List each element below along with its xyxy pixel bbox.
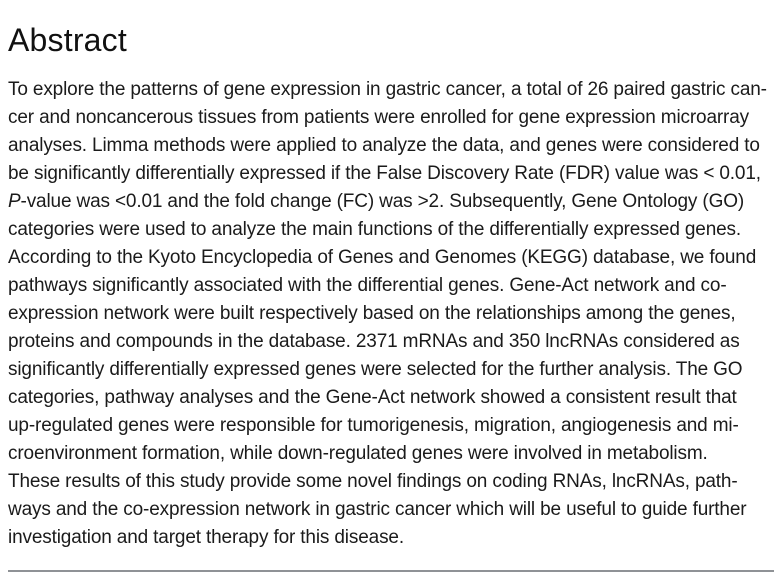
abstract-line: According to the Kyoto Encyclopedia of G… bbox=[8, 247, 757, 268]
abstract-line: croenvironment formation, while down-reg… bbox=[8, 443, 708, 464]
abstract-line: pathways significantly associated with t… bbox=[8, 275, 727, 296]
abstract-line: analyses. Limma methods were applied to … bbox=[8, 135, 760, 156]
abstract-line: up-regulated genes were responsible for … bbox=[8, 415, 739, 436]
abstract-line: be significantly differentially expresse… bbox=[8, 163, 761, 184]
abstract-line-p-value: P-value was <0.01 and the fold change (F… bbox=[8, 188, 774, 216]
section-divider bbox=[8, 570, 774, 572]
abstract-line: To explore the patterns of gene expressi… bbox=[8, 79, 767, 100]
abstract-line: investigation and target therapy for thi… bbox=[8, 527, 404, 548]
section-title: Abstract bbox=[8, 22, 127, 58]
abstract-line: These results of this study provide some… bbox=[8, 471, 738, 492]
abstract-section: Abstract To explore the patterns of gene… bbox=[8, 22, 774, 572]
abstract-line: expression network were built respective… bbox=[8, 303, 736, 324]
abstract-line: proteins and compounds in the database. … bbox=[8, 331, 740, 352]
abstract-line: cer and noncancerous tissues from patien… bbox=[8, 107, 749, 128]
abstract-line: significantly differentially expressed g… bbox=[8, 359, 743, 380]
abstract-line: categories were used to analyze the main… bbox=[8, 219, 742, 240]
abstract-paragraph: To explore the patterns of gene expressi… bbox=[8, 76, 774, 552]
abstract-line-text: -value was <0.01 and the fold change (FC… bbox=[20, 191, 745, 212]
abstract-line: categories, pathway analyses and the Gen… bbox=[8, 387, 737, 408]
abstract-line: ways and the co-expression network in ga… bbox=[8, 499, 747, 520]
p-value-italic: P bbox=[8, 191, 21, 212]
